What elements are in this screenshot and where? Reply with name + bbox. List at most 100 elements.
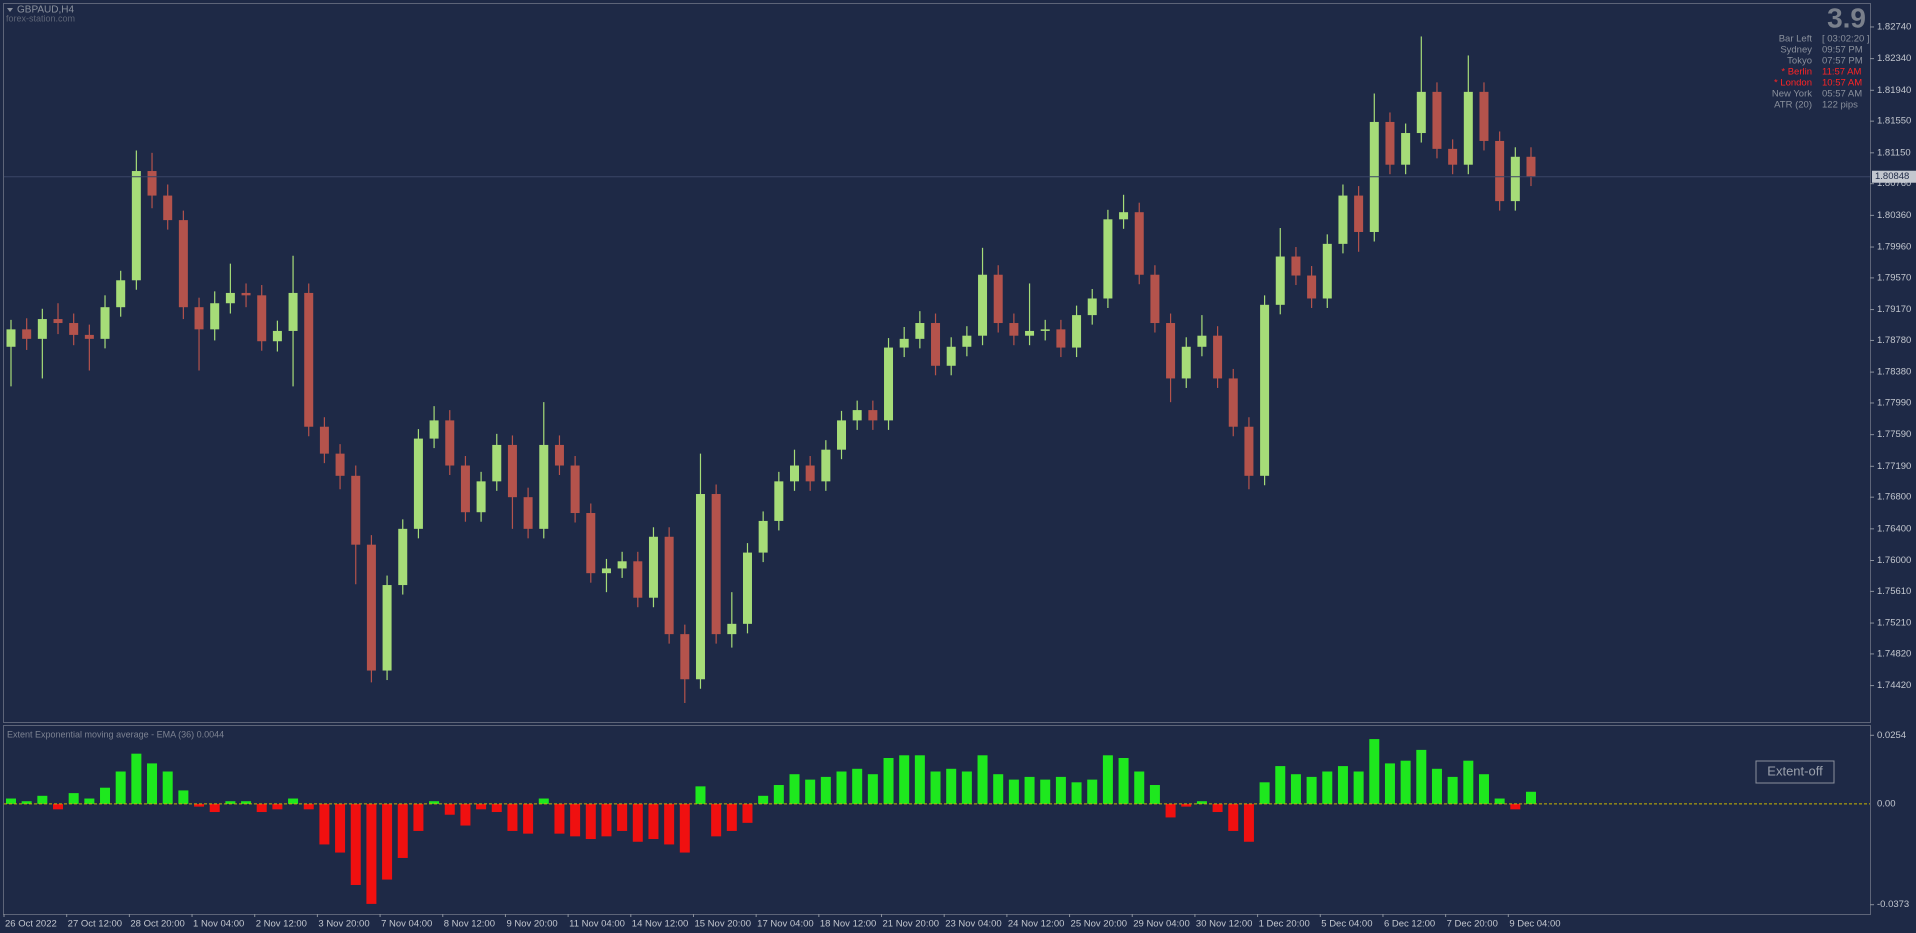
info-value: [ 03:02:20 ]	[1822, 34, 1870, 45]
x-tick-label: 7 Nov 04:00	[381, 919, 432, 930]
y-tick-label: 1.75210	[1877, 618, 1911, 629]
histogram-bar	[789, 774, 800, 804]
x-tick-label: 1 Dec 20:00	[1259, 919, 1310, 930]
histogram-bar	[726, 803, 737, 831]
histogram-bar	[1024, 776, 1035, 804]
histogram-bar	[977, 755, 988, 804]
candle-body	[84, 334, 94, 339]
candle-body	[100, 307, 110, 339]
histogram-bar	[288, 798, 299, 804]
candle-body	[210, 303, 220, 330]
candle-body	[1479, 91, 1489, 141]
candle-body	[1510, 156, 1520, 202]
y-tick-label: -0.0373	[1877, 899, 1909, 910]
y-tick-label: 1.77190	[1877, 461, 1911, 472]
x-tick-label: 21 Nov 20:00	[883, 919, 940, 930]
histogram-bar	[6, 798, 16, 804]
candle-body	[554, 444, 564, 466]
button-frame[interactable]	[1755, 760, 1835, 784]
candle-body	[1307, 275, 1317, 299]
candle-body	[6, 329, 16, 347]
histogram-bar	[805, 779, 816, 804]
candle-body	[727, 623, 737, 635]
histogram-bar	[413, 803, 424, 831]
info-value: 11:57 AM	[1822, 67, 1862, 78]
y-tick-label: 1.77990	[1877, 397, 1911, 408]
candle-body	[241, 292, 251, 296]
candle-body	[1244, 426, 1254, 476]
candle-body	[1260, 304, 1270, 476]
histogram-bar	[1463, 760, 1474, 804]
candle-body	[711, 494, 721, 635]
candle-body	[1495, 140, 1505, 202]
histogram-bar	[272, 803, 283, 810]
y-tick-label: 1.81550	[1877, 116, 1911, 127]
candle-body	[1150, 274, 1160, 324]
histogram-bar	[679, 803, 690, 853]
candle-body	[1197, 335, 1207, 347]
histogram-bar	[899, 755, 910, 804]
histogram-bar	[930, 771, 941, 804]
y-tick-label: 1.81940	[1877, 85, 1911, 96]
indicator-title: Extent Exponential moving average - EMA …	[7, 729, 224, 739]
candle-body	[1040, 329, 1050, 331]
histogram-bar	[241, 801, 252, 804]
candle-body	[648, 536, 658, 598]
candle-body	[570, 465, 580, 514]
histogram-bar	[1134, 771, 1145, 804]
y-tick-label: 1.78380	[1877, 367, 1911, 378]
candle-body	[351, 475, 361, 545]
candle-body	[366, 544, 376, 671]
histogram-bar	[1008, 779, 1019, 804]
x-tick-label: 23 Nov 04:00	[945, 919, 1002, 930]
histogram-bar	[1040, 779, 1051, 804]
candle-body	[1103, 219, 1113, 299]
histogram-bar	[429, 801, 440, 804]
info-value: 05:57 AM	[1822, 89, 1862, 100]
histogram-bar	[1306, 776, 1317, 804]
y-tick-label: 1.80360	[1877, 210, 1911, 221]
candle-body	[178, 220, 188, 308]
button-label[interactable]: Extent-off	[1767, 763, 1823, 778]
histogram-bar	[1259, 782, 1270, 804]
candle-body	[899, 338, 909, 348]
candle-body	[774, 481, 784, 521]
candle-body	[742, 552, 752, 624]
info-label: Bar Left	[1779, 34, 1813, 45]
candle-body	[962, 335, 972, 347]
candle-body	[1432, 91, 1442, 149]
histogram-bar	[570, 803, 581, 837]
histogram-bar	[194, 803, 205, 807]
symbol-arrow	[7, 8, 13, 12]
y-tick-label: 1.79960	[1877, 242, 1911, 253]
candle-body	[1291, 256, 1301, 276]
histogram-bar	[53, 803, 64, 810]
candle-body	[695, 494, 705, 680]
candle-body	[1354, 195, 1364, 232]
histogram-bar	[664, 803, 675, 845]
x-tick-label: 9 Nov 20:00	[506, 919, 557, 930]
info-label: Tokyo	[1787, 56, 1812, 67]
x-tick-label: 14 Nov 12:00	[632, 919, 689, 930]
y-tick-label: 1.74820	[1877, 648, 1911, 659]
x-tick-label: 7 Dec 20:00	[1447, 919, 1498, 930]
extent-button[interactable]: Extent-off	[1755, 760, 1835, 784]
histogram-bar	[1322, 771, 1333, 804]
candle-body	[1275, 256, 1285, 305]
y-tick-label: 1.82740	[1877, 21, 1911, 32]
candle-body	[1401, 133, 1411, 165]
histogram-bar	[1510, 803, 1521, 810]
main-pane-frame	[3, 3, 1871, 723]
current-price-label: 1.80848	[1875, 171, 1909, 182]
histogram-bar	[554, 803, 565, 834]
watermark: forex-station.com	[6, 13, 75, 23]
histogram-bar	[836, 771, 847, 804]
candle-body	[1072, 315, 1082, 348]
histogram-bar	[993, 774, 1004, 804]
x-tick-label: 9 Dec 04:00	[1509, 919, 1560, 930]
candle-body	[1463, 91, 1473, 165]
histogram-bar	[1400, 760, 1411, 804]
histogram-bar	[1087, 779, 1098, 804]
histogram-bar	[617, 803, 628, 831]
x-tick-label: 3 Nov 20:00	[318, 919, 369, 930]
